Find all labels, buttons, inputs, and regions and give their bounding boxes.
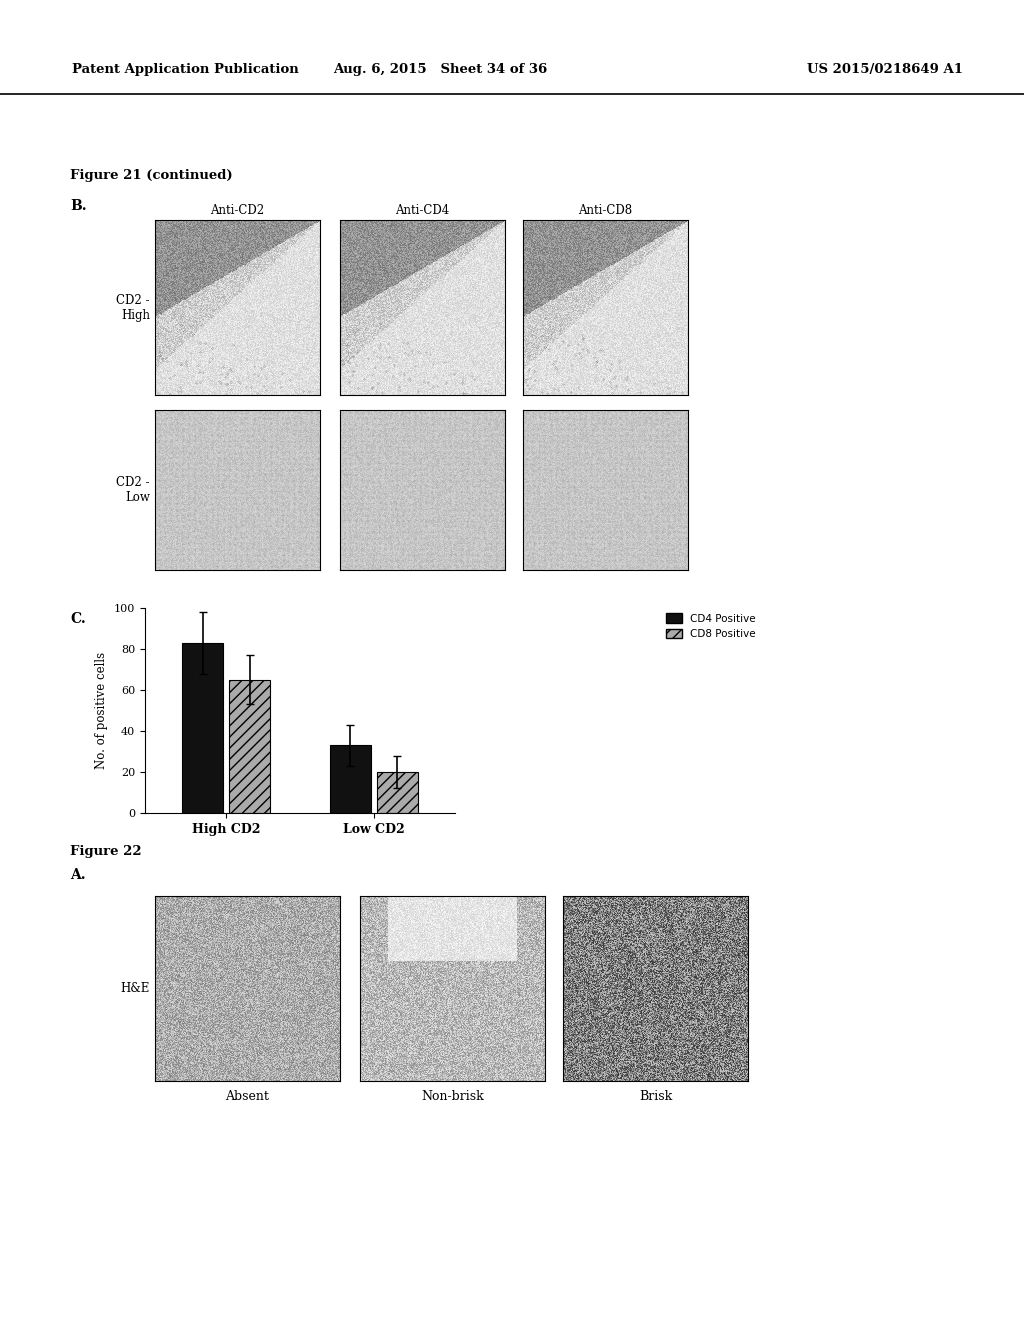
Text: Patent Application Publication: Patent Application Publication [72, 63, 298, 77]
Text: Anti-CD2: Anti-CD2 [211, 205, 264, 218]
Bar [330, 746, 371, 813]
Y-axis label: No. of positive cells: No. of positive cells [95, 652, 109, 770]
Text: H&E: H&E [121, 982, 150, 995]
Text: Figure 21 (continued): Figure 21 (continued) [70, 169, 232, 182]
Bar [229, 680, 270, 813]
Text: CD2 -
High: CD2 - High [117, 293, 150, 322]
Legend: CD4 Positive, CD8 Positive: CD4 Positive, CD8 Positive [662, 609, 760, 643]
Text: C.: C. [70, 612, 86, 626]
Text: CD2 -
Low: CD2 - Low [117, 477, 150, 504]
Text: Aug. 6, 2015   Sheet 34 of 36: Aug. 6, 2015 Sheet 34 of 36 [333, 63, 548, 77]
Text: Anti-CD8: Anti-CD8 [579, 205, 633, 218]
Text: B.: B. [70, 199, 87, 213]
Text: Anti-CD4: Anti-CD4 [395, 205, 450, 218]
Text: Non-brisk: Non-brisk [421, 1090, 484, 1104]
Bar [182, 643, 223, 813]
Text: Absent: Absent [225, 1090, 269, 1104]
Text: US 2015/0218649 A1: US 2015/0218649 A1 [807, 63, 963, 77]
Text: Figure 22: Figure 22 [70, 845, 141, 858]
Text: A.: A. [70, 869, 86, 882]
Text: Brisk: Brisk [639, 1090, 672, 1104]
Bar [377, 772, 418, 813]
